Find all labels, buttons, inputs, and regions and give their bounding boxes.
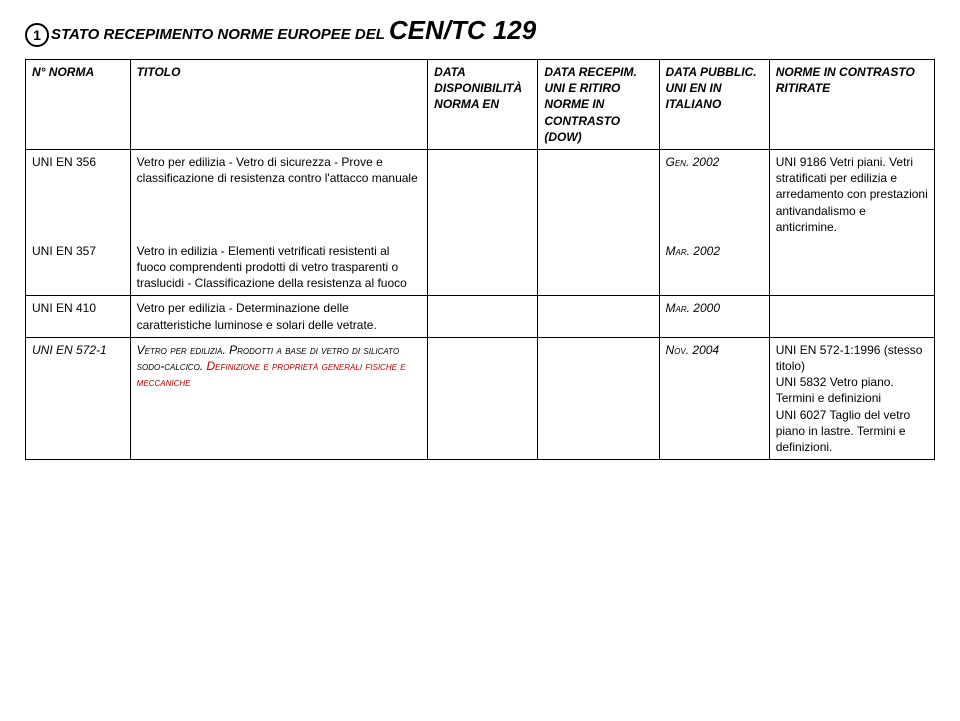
table-row: UNI EN 356 Vetro per edilizia - Vetro di… [26, 149, 935, 238]
table-row: UNI EN 410 Vetro per edilizia - Determin… [26, 296, 935, 337]
cell-norma: UNI EN 356 [26, 149, 131, 238]
title-prefix: STATO RECEPIMENTO NORME EUROPEE DEL [51, 26, 389, 43]
cell-recepim [538, 337, 659, 459]
title-suffix: CEN/TC 129 [389, 15, 536, 45]
cell-titolo: Vetro in edilizia - Elementi vetrificati… [130, 239, 427, 296]
cell-contrasto [769, 296, 934, 337]
cell-recepim [538, 296, 659, 337]
col-header-contrasto: NORME IN CONTRASTO RITIRATE [769, 60, 934, 150]
title-number-circle: 1 [25, 23, 49, 47]
cell-pubblic: Gen. 2002 [659, 149, 769, 238]
cell-pubblic: Nov. 2004 [659, 337, 769, 459]
table-row: UNI EN 357 Vetro in edilizia - Elementi … [26, 239, 935, 296]
table-row: UNI EN 572-1 Vetro per edilizia. Prodott… [26, 337, 935, 459]
cell-recepim [538, 149, 659, 238]
cell-disponibilita [428, 337, 538, 459]
page-title: 1STATO RECEPIMENTO NORME EUROPEE DEL CEN… [25, 15, 935, 47]
cell-contrasto: UNI EN 572-1:1996 (stesso titolo) UNI 58… [769, 337, 934, 459]
col-header-recepim: DATA RECEPIM. UNI E RITIRO NORME IN CONT… [538, 60, 659, 150]
col-header-titolo: TITOLO [130, 60, 427, 150]
col-header-norma: N° NORMA [26, 60, 131, 150]
cell-recepim [538, 239, 659, 296]
cell-contrasto: UNI 9186 Vetri piani. Vetri stratificati… [769, 149, 934, 238]
cell-norma: UNI EN 357 [26, 239, 131, 296]
cell-disponibilita [428, 149, 538, 238]
cell-norma: UNI EN 410 [26, 296, 131, 337]
cell-pubblic: Mar. 2002 [659, 239, 769, 296]
table-header-row: N° NORMA TITOLO DATA DISPONIBILITÀ NORMA… [26, 60, 935, 150]
cell-titolo: Vetro per edilizia - Vetro di sicurezza … [130, 149, 427, 238]
col-header-disponibilita: DATA DISPONIBILITÀ NORMA EN [428, 60, 538, 150]
cell-contrasto [769, 239, 934, 296]
cell-titolo: Vetro per edilizia - Determinazione dell… [130, 296, 427, 337]
cell-norma: UNI EN 572-1 [26, 337, 131, 459]
col-header-pubblic: DATA PUBBLIC. UNI EN IN ITALIANO [659, 60, 769, 150]
standards-table: N° NORMA TITOLO DATA DISPONIBILITÀ NORMA… [25, 59, 935, 460]
cell-disponibilita [428, 296, 538, 337]
cell-disponibilita [428, 239, 538, 296]
cell-pubblic: Mar. 2000 [659, 296, 769, 337]
cell-titolo: Vetro per edilizia. Prodotti a base di v… [130, 337, 427, 459]
